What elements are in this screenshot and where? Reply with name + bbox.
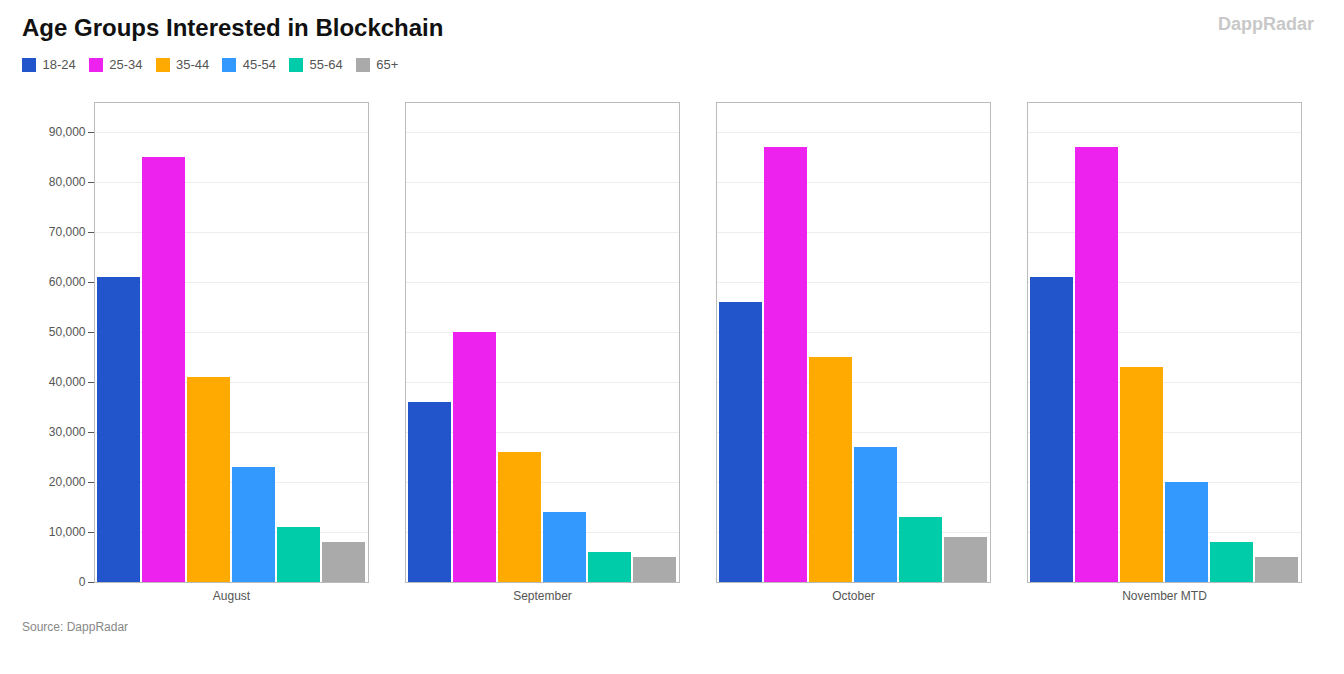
svg-text:50,000: 50,000 <box>49 325 86 339</box>
svg-text:90,000: 90,000 <box>49 125 86 139</box>
html-text:18-24: 18-24 <box>42 57 76 72</box>
html-text:65+: 65+ <box>376 57 399 72</box>
svg-text:60,000: 60,000 <box>49 275 86 289</box>
svg-text:40,000: 40,000 <box>49 375 86 389</box>
svg-text:August: August <box>213 589 251 603</box>
svg-text:20,000: 20,000 <box>49 475 86 489</box>
svg-text:70,000: 70,000 <box>49 225 86 239</box>
html-text:Age Groups Interested in Block: Age Groups Interested in Blockchain <box>22 14 444 41</box>
svg-text:October: October <box>832 589 875 603</box>
svg-text:September: September <box>513 589 572 603</box>
svg-text:0: 0 <box>79 575 86 589</box>
svg-text:80,000: 80,000 <box>49 175 86 189</box>
html-text:45-54: 45-54 <box>242 57 276 72</box>
html-text:35-44: 35-44 <box>176 57 210 72</box>
html-text:Source: DappRadar: Source: DappRadar <box>22 619 129 634</box>
svg-text:30,000: 30,000 <box>49 425 86 439</box>
html-text:25-34: 25-34 <box>109 57 143 72</box>
svg-text:10,000: 10,000 <box>49 525 86 539</box>
html-text:55-64: 55-64 <box>309 57 343 72</box>
html-text:DappRadar: DappRadar <box>1218 14 1314 34</box>
svg-text:November MTD: November MTD <box>1122 589 1207 603</box>
